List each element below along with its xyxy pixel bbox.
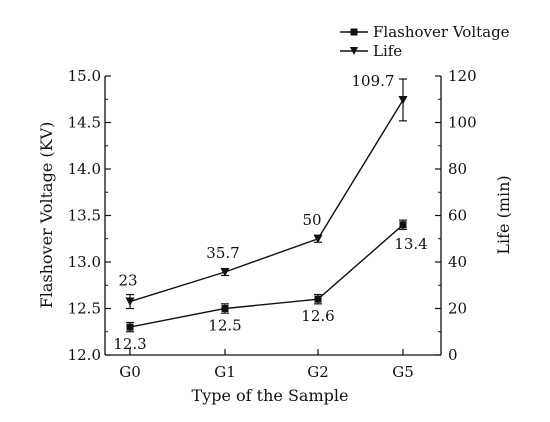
data-point-triangle [313,234,323,244]
y-left-tick-label: 12.5 [68,300,101,318]
x-tick-label-g0: G0 [119,363,141,381]
y-right-tick-label: 120 [448,67,477,85]
y-right-tick-label: 80 [448,160,467,178]
y-left-tick-label: 12.0 [68,346,101,364]
y-axis-right-title: Life (min) [494,175,513,254]
data-label: 12.6 [301,307,334,325]
data-label: 35.7 [206,244,239,262]
data-label: 23 [118,272,137,290]
data-label: 109.7 [352,72,395,90]
y-right-tick-label: 40 [448,253,467,271]
data-label: 50 [302,211,321,229]
data-point-triangle [398,95,408,105]
y-left-tick-label: 14.5 [68,114,101,132]
y-left-tick-label: 13.0 [68,253,101,271]
series-line-flashover-voltage [129,224,404,328]
data-point-triangle [220,267,230,277]
x-tick-label-g1: G1 [214,363,236,381]
data-point-square [221,305,229,312]
y-left-tick-label: 15.0 [68,67,101,85]
data-point-triangle [125,297,135,307]
x-tick-label-g5: G5 [392,363,414,381]
data-label: 12.3 [113,335,146,353]
series-layer: 12.3 12.5 12.6 13.4 23 35.7 50 109.7 [113,72,427,353]
y-right-tick-label: 0 [448,346,458,364]
data-point-square [399,221,407,229]
y-right-tick-label: 20 [448,300,467,318]
series-line-life [129,99,404,303]
data-label: 12.5 [208,317,241,335]
y-axis-left-title: Flashover Voltage (KV) [37,122,56,309]
legend-marker-square [350,28,358,36]
axes [104,76,442,356]
x-tick-label-g2: G2 [307,363,329,381]
data-point-square [126,323,134,331]
legend: Flashover Voltage Life [340,23,510,60]
y-left-tick-label: 13.5 [68,207,101,225]
data-label: 13.4 [394,235,427,253]
legend-label-life: Life [373,42,402,60]
y-left-tick-label: 14.0 [68,160,101,178]
y-right-tick-label: 60 [448,207,467,225]
y-right-tick-label: 100 [448,114,477,132]
x-axis-title: Type of the Sample [192,386,349,405]
legend-marker-triangle [350,47,358,55]
data-point-square [314,295,322,303]
ticks: 12.0 12.5 13.0 13.5 14.0 14.5 15.0 0 20 40 60 80 100… [68,67,477,381]
legend-label-flashover-voltage: Flashover Voltage [373,23,510,41]
